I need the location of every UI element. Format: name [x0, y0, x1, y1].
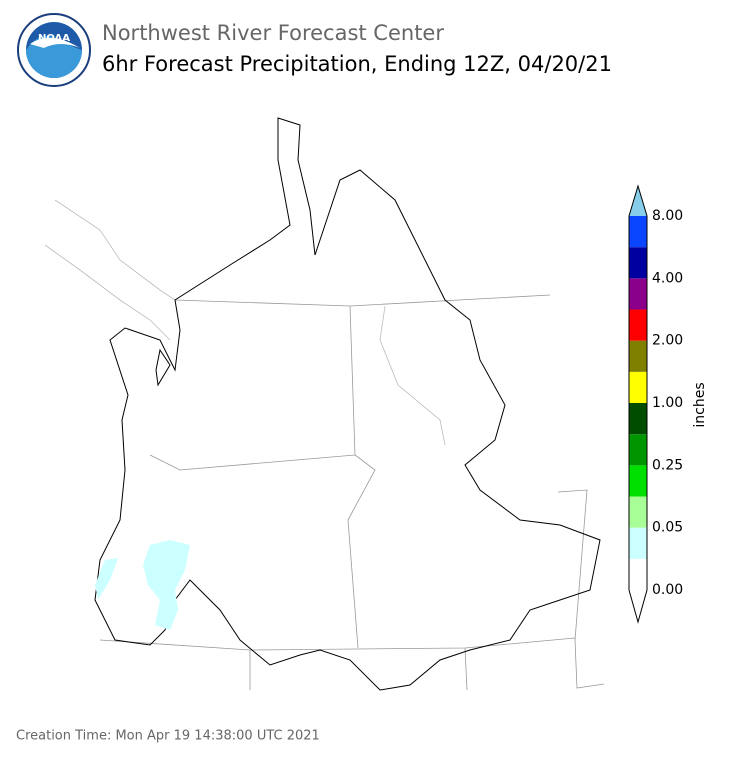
colorbar-swatch	[629, 216, 647, 248]
colorbar-outline	[628, 184, 648, 624]
colorbar-swatch	[629, 403, 647, 435]
colorbar-swatch	[629, 371, 647, 403]
colorbar-swatch	[629, 558, 647, 590]
base-map	[44, 117, 605, 691]
title: Northwest River Forecast Center	[102, 21, 444, 45]
colorbar-swatch	[629, 247, 647, 279]
colorbar-under	[629, 590, 647, 622]
colorbar-label: 8.00	[652, 208, 683, 224]
colorbar-label: 1.00	[652, 395, 683, 411]
colorbar-over	[629, 186, 647, 216]
colorbar: 0.00 0.05 0.25 1.00 2.00 4.00 8.00	[628, 184, 683, 624]
colorbar-label: 2.00	[652, 333, 683, 349]
creation-time: Creation Time: Mon Apr 19 14:38:00 UTC 2…	[16, 729, 320, 744]
colorbar-unit: inches	[692, 382, 708, 427]
colorbar-label: 0.25	[652, 457, 683, 473]
colorbar-swatch	[629, 434, 647, 466]
colorbar-label: 0.05	[652, 520, 683, 536]
colorbar-label: 4.00	[652, 270, 683, 286]
precip-area	[95, 540, 190, 630]
noaa-logo: NOAA	[17, 13, 91, 87]
subtitle: 6hr Forecast Precipitation, Ending 12Z, …	[102, 52, 612, 76]
colorbar-swatch	[629, 278, 647, 310]
colorbar-swatch	[629, 340, 647, 372]
logo-text: NOAA	[38, 33, 70, 44]
colorbar-label: 0.00	[652, 582, 683, 598]
colorbar-swatch	[629, 527, 647, 559]
colorbar-swatch	[629, 465, 647, 497]
colorbar-swatch	[629, 496, 647, 528]
colorbar-swatch	[629, 309, 647, 341]
